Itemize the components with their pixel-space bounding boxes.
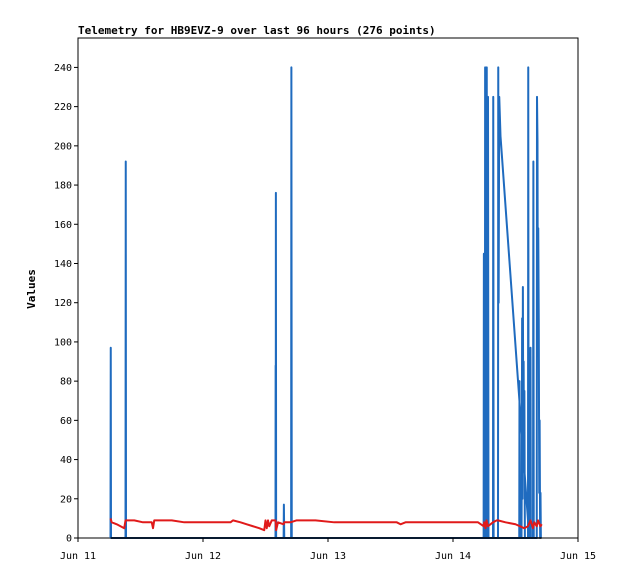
y-tick-label: 80 — [60, 377, 72, 388]
y-tick-label: 100 — [54, 337, 72, 348]
y-tick-label: 160 — [54, 220, 72, 231]
y-tick-label: 240 — [54, 63, 72, 74]
x-tick-label: Jun 14 — [435, 551, 471, 562]
y-tick-label: 60 — [60, 416, 72, 427]
plot-frame — [77, 37, 579, 539]
y-axis-label: Values — [25, 269, 38, 309]
series-line-red — [109, 518, 543, 532]
y-tick-label: 120 — [54, 298, 72, 309]
y-tick-label: 200 — [54, 141, 72, 152]
y-tick-label: 20 — [60, 494, 72, 505]
chart-title: Telemetry for HB9EVZ-9 over last 96 hour… — [78, 24, 436, 37]
x-tick-label: Jun 15 — [560, 551, 596, 562]
series-layer — [109, 66, 543, 539]
y-tick-label: 40 — [60, 455, 72, 466]
y-axis: 0 20 40 60 80 100 120 140 160 180 200 220 240 — [54, 63, 78, 545]
y-tick-label: 0 — [66, 534, 72, 545]
x-tick-label: Jun 11 — [60, 551, 96, 562]
y-tick-label: 180 — [54, 181, 72, 192]
x-tick-label: Jun 13 — [310, 551, 346, 562]
x-axis: Jun 11 Jun 12 Jun 13 Jun 14 Jun 15 — [60, 538, 596, 562]
y-tick-label: 140 — [54, 259, 72, 270]
y-tick-label: 220 — [54, 102, 72, 113]
x-tick-label: Jun 12 — [185, 551, 221, 562]
